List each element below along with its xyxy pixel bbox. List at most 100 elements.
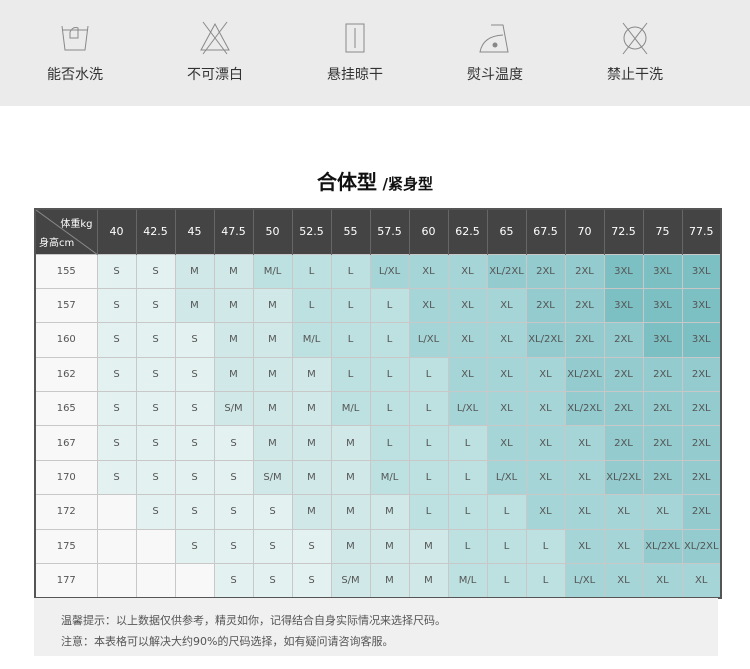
size-cell: L [330, 253, 371, 289]
size-cell: S [252, 563, 293, 599]
size-cell: L/XL [369, 253, 410, 289]
size-cell [96, 494, 137, 530]
size-cell: M [291, 425, 332, 461]
size-cell: S [213, 563, 254, 599]
care-label: 禁止干洗 [607, 67, 663, 83]
size-cell: S [135, 253, 176, 289]
size-cell: M [369, 494, 410, 530]
size-cell: L/XL [447, 391, 488, 427]
size-cell: XL [486, 356, 527, 393]
size-cell: S [252, 494, 293, 530]
size-cell: M [252, 425, 293, 461]
size-cell: 2XL [642, 459, 683, 496]
size-cell: XL [486, 322, 527, 358]
size-cell: S [135, 459, 176, 496]
size-cell: 3XL [681, 287, 722, 324]
size-cell: XL [486, 391, 527, 427]
size-cell: L/XL [564, 563, 605, 599]
size-cell: M/L [252, 253, 293, 289]
size-cell: L [369, 425, 410, 461]
weight-header: 70 [565, 209, 605, 254]
table-row: 160 S S S M M M/L L L L/XL XL XL XL/2XL 2XL 2XL 3XL 3XL [34, 322, 722, 358]
care-item: 能否水洗 [20, 20, 130, 84]
size-cell: XL/2XL [603, 459, 644, 496]
size-cell: XL [525, 494, 566, 530]
size-cell: L/XL [486, 459, 527, 496]
size-cell: S [291, 528, 332, 565]
size-cell: XL [564, 494, 605, 530]
size-cell: M [174, 253, 215, 289]
size-cell: 2XL [564, 287, 605, 324]
size-cell: S [174, 528, 215, 565]
size-cell: L [525, 563, 566, 599]
weight-header: 45 [175, 209, 215, 254]
weight-header: 40 [97, 209, 137, 254]
title-sub: /紧身型 [382, 175, 434, 193]
size-cell: 2XL [603, 356, 644, 393]
note-tip: 温馨提示：以上数据仅供参考，精灵如你，记得结合自身实际情况来选择尺码。 [61, 614, 446, 627]
size-cell: S [96, 253, 137, 289]
weight-header: 47.5 [214, 209, 254, 254]
size-cell: S/M [213, 391, 254, 427]
size-cell: L [291, 287, 332, 324]
size-cell: 2XL [681, 459, 722, 496]
size-cell: XL/2XL [564, 391, 605, 427]
size-cell: M [291, 356, 332, 393]
weight-header: 75 [643, 209, 683, 254]
size-cell: M [252, 391, 293, 427]
height-cell: 157 [34, 287, 98, 324]
size-cell: L [408, 425, 449, 461]
size-cell: 2XL [603, 425, 644, 461]
size-cell: L [408, 459, 449, 496]
size-cell: L [369, 356, 410, 393]
size-cell: 2XL [681, 494, 722, 530]
size-cell: M [213, 287, 254, 324]
table-row: 157 S S M M M L L L XL XL XL 2XL 2XL 3XL 3XL 3XL [34, 287, 722, 324]
size-cell: M/L [369, 459, 410, 496]
table-row: 175 S S S S M M M L L L XL XL XL/2XL XL/2XL [34, 528, 722, 565]
size-cell: 2XL [642, 356, 683, 393]
size-cell: L [447, 459, 488, 496]
header-row: 体重kg 身高cm 40 42.5 45 47.5 50 52.5 55 57.5 60 62.5 65… [35, 209, 722, 255]
table-row: 172 S S S S M M M L L L XL XL XL XL 2XL [34, 494, 722, 530]
size-cell: XL/2XL [564, 356, 605, 393]
size-cell: 2XL [603, 322, 644, 358]
size-cell: M [291, 459, 332, 496]
size-cell: 2XL [525, 287, 566, 324]
care-item: 不可漂白 [160, 20, 270, 84]
size-cell: S [174, 494, 215, 530]
size-cell: L [525, 528, 566, 565]
size-cell: XL [564, 528, 605, 565]
weight-header: 42.5 [136, 209, 176, 254]
height-axis-label: 身高cm [39, 237, 75, 249]
size-cell: L [408, 391, 449, 427]
size-cell: M [330, 459, 371, 496]
size-cell: XL [447, 356, 488, 393]
size-cell: L [408, 494, 449, 530]
table-row: 170 S S S S S/M M M M/L L L L/XL XL XL XL/2XL 2XL 2XL [34, 459, 722, 496]
size-cell: XL [642, 494, 683, 530]
height-cell: 155 [34, 253, 98, 289]
size-cell: S/M [252, 459, 293, 496]
size-cell: S [135, 425, 176, 461]
size-cell: 2XL [603, 391, 644, 427]
size-cell: L [447, 528, 488, 565]
weight-header: 60 [409, 209, 449, 254]
size-cell: M/L [447, 563, 488, 599]
no-bleach-icon [200, 21, 230, 55]
size-cell: S [96, 425, 137, 461]
table-row: 162 S S S M M M L L L XL XL XL XL/2XL 2XL 2XL 2XL [34, 356, 722, 393]
size-cell: S [96, 459, 137, 496]
height-cell: 167 [34, 425, 98, 461]
care-label: 能否水洗 [47, 67, 103, 83]
size-cell: XL [408, 287, 449, 324]
care-label: 不可漂白 [187, 67, 243, 83]
size-cell: XL/2XL [525, 322, 566, 358]
size-cell: S [174, 459, 215, 496]
size-cell: M [291, 494, 332, 530]
size-cell: XL/2XL [642, 528, 683, 565]
size-chart-table: 体重kg 身高cm 40 42.5 45 47.5 50 52.5 55 57.5 60 62.5 65… [34, 208, 722, 599]
weight-header: 55 [331, 209, 371, 254]
size-cell: 3XL [681, 322, 722, 358]
size-cell: L [447, 425, 488, 461]
